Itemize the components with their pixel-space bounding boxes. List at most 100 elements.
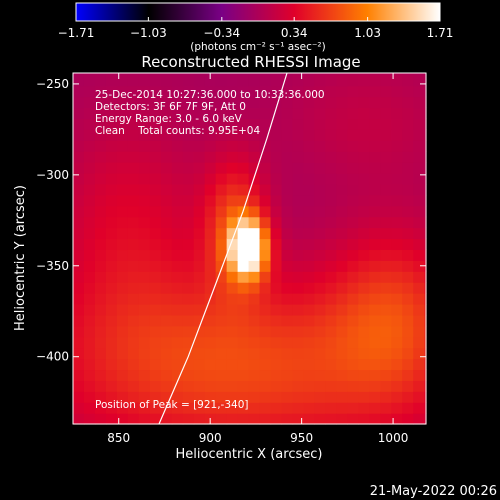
heatmap-cell: [259, 85, 272, 98]
heatmap-cell: [248, 282, 261, 294]
heatmap-cell: [127, 271, 140, 283]
heatmap-cell: [226, 140, 239, 152]
heatmap-cell: [226, 249, 239, 261]
heatmap-cell: [116, 96, 129, 109]
heatmap-cell: [325, 73, 337, 76]
heatmap-cell: [292, 173, 305, 185]
heatmap-cell: [160, 282, 173, 294]
heatmap-cell: [424, 347, 427, 360]
heatmap-cell: [160, 85, 173, 98]
heatmap-cell: [116, 205, 129, 218]
heatmap-cell: [369, 85, 381, 98]
heatmap-cell: [182, 118, 195, 130]
heatmap-cell: [391, 369, 403, 381]
heatmap-cell: [391, 173, 403, 185]
heatmap-cell: [248, 129, 261, 141]
heatmap-cell: [303, 391, 316, 403]
heatmap-cell: [193, 140, 206, 152]
heatmap-cell: [369, 402, 381, 414]
annotation-energy-range: Energy Range: 3.0 - 6.0 keV: [95, 113, 243, 125]
heatmap-cell: [73, 73, 85, 76]
heatmap-cell: [171, 391, 184, 403]
heatmap-cell: [83, 162, 96, 174]
heatmap-cell: [116, 238, 129, 251]
heatmap-cell: [402, 205, 414, 218]
heatmap-cell: [248, 303, 261, 316]
heatmap-cell: [171, 325, 184, 338]
heatmap-cell: [127, 249, 140, 261]
heatmap-cell: [292, 227, 305, 240]
heatmap-cell: [248, 96, 261, 109]
heatmap-cell: [193, 358, 206, 371]
heatmap-cell: [402, 194, 414, 207]
heatmap-cell: [127, 413, 140, 425]
heatmap-cell: [358, 325, 370, 338]
heatmap-cell: [402, 162, 414, 174]
heatmap-cell: [314, 260, 326, 272]
heatmap-cell: [116, 347, 129, 360]
heatmap-cell: [160, 347, 173, 360]
heatmap-cell: [259, 391, 272, 403]
heatmap-cell: [237, 162, 250, 174]
heatmap-cell: [248, 336, 261, 349]
y-axis-label: Heliocentric Y (arcsec): [13, 185, 28, 331]
heatmap-cell: [83, 369, 96, 381]
heatmap-cell: [215, 140, 228, 152]
heatmap-cell: [325, 391, 337, 403]
heatmap-cell: [204, 314, 217, 327]
heatmap-cell: [325, 336, 337, 349]
heatmap-cell: [193, 227, 206, 240]
heatmap-cell: [391, 380, 403, 392]
heatmap-cell: [204, 194, 217, 207]
heatmap-cell: [116, 380, 129, 392]
heatmap-cell: [347, 74, 359, 87]
heatmap-cell: [391, 227, 403, 240]
heatmap-cell: [391, 282, 403, 294]
colorbar-tick-label: −1.71: [58, 26, 95, 40]
heatmap-cell: [105, 216, 118, 229]
heatmap-cell: [105, 314, 118, 327]
heatmap-cell: [369, 118, 381, 130]
heatmap-cell: [127, 282, 140, 294]
heatmap-cell: [73, 402, 85, 414]
heatmap-cell: [281, 402, 294, 414]
heatmap-cell: [204, 216, 217, 229]
heatmap-cell: [413, 413, 425, 425]
heatmap-cell: [73, 140, 85, 152]
heatmap-cell: [73, 183, 85, 196]
heatmap-cell: [358, 347, 370, 360]
heatmap-cell: [424, 402, 427, 414]
heatmap-cell: [270, 74, 283, 87]
heatmap-cell: [292, 140, 305, 152]
heatmap-cell: [149, 325, 162, 338]
heatmap-cell: [138, 118, 151, 130]
heatmap-cell: [270, 336, 283, 349]
heatmap-cell: [369, 238, 381, 251]
heatmap-cell: [116, 249, 129, 261]
heatmap-cell: [138, 271, 151, 283]
colorbar-gradient: [76, 3, 440, 21]
heatmap-cell: [182, 140, 195, 152]
heatmap-cell: [182, 402, 195, 414]
heatmap-cell: [226, 325, 239, 338]
heatmap-cell: [149, 162, 162, 174]
x-axis-label: Heliocentric X (arcsec): [176, 447, 323, 462]
heatmap-cell: [94, 216, 107, 229]
heatmap-cell: [237, 303, 250, 316]
heatmap-cell: [292, 85, 305, 98]
heatmap-cell: [380, 347, 392, 360]
heatmap-cell: [204, 347, 217, 360]
heatmap-cell: [171, 107, 184, 120]
heatmap-cell: [369, 413, 381, 425]
heatmap-cell: [226, 260, 239, 272]
heatmap-cell: [116, 391, 129, 403]
heatmap-cell: [413, 74, 425, 87]
heatmap-cell: [380, 413, 392, 425]
heatmap-cell: [73, 96, 85, 109]
heatmap-cell: [116, 85, 129, 98]
heatmap-cell: [127, 303, 140, 316]
heatmap-cell: [292, 271, 305, 283]
heatmap-cell: [83, 96, 96, 109]
heatmap-cell: [116, 282, 129, 294]
heatmap-cell: [347, 216, 359, 229]
